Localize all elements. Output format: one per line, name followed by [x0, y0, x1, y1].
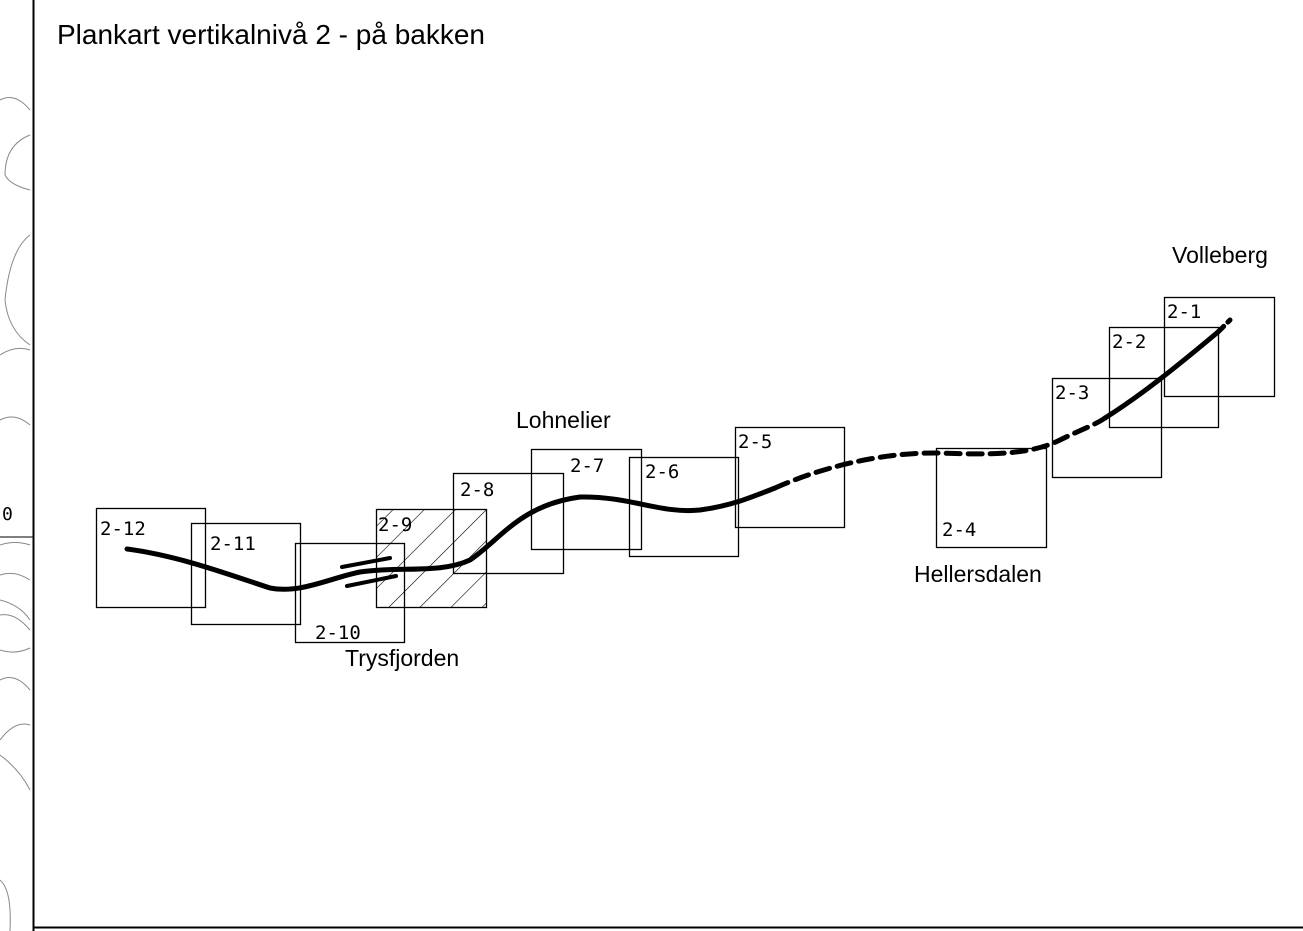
place-label: Volleberg — [1172, 242, 1268, 268]
sheet-label: 2-10 — [315, 622, 361, 644]
sheet-label: 2-9 — [378, 514, 412, 536]
sheet-label: 2-2 — [1112, 331, 1146, 353]
bridge-line — [345, 574, 398, 588]
route-dashed — [772, 415, 1108, 491]
sheet-label: 2-7 — [570, 455, 604, 477]
place-label: Trysfjorden — [345, 645, 459, 671]
sheet-frame — [1051, 377, 1163, 479]
sheet-frame — [530, 448, 643, 551]
sheet-label: 2-1 — [1167, 301, 1201, 323]
sheet-frame — [190, 522, 302, 626]
sheets: 2-1 2-2 2-3 2-4 2-5 2-6 2-7 2-8 2-9 2-10 2-11 2-12 — [95, 296, 1276, 644]
bridge-line — [340, 556, 392, 569]
place-label: Hellersdalen — [914, 561, 1042, 587]
places: Volleberg Lohnelier Hellersdalen Trysfjorde… — [345, 242, 1268, 671]
edge-label: 0 — [2, 504, 13, 525]
sheet-label: 2-4 — [942, 519, 976, 541]
sheet-frame — [628, 456, 740, 558]
route-solid — [124, 485, 778, 592]
sheet-label: 2-12 — [100, 518, 146, 540]
sheet-label: 2-6 — [645, 461, 679, 483]
sheet-frame — [1163, 296, 1276, 398]
title: Plankart vertikalnivå 2 - på bakken — [57, 19, 485, 50]
sheet-label: 2-8 — [460, 479, 494, 501]
route-solid-east — [1102, 329, 1221, 421]
sheet-frame — [734, 426, 846, 529]
route — [124, 317, 1233, 592]
place-label: Lohnelier — [516, 407, 611, 433]
sheet-frame — [95, 507, 207, 609]
route-dashed-east — [1215, 317, 1233, 335]
sheet-label: 2-3 — [1055, 382, 1089, 404]
sheet-frame — [935, 447, 1048, 549]
sheet-frame — [294, 542, 406, 644]
contour-lines — [0, 97, 31, 931]
sheet-frame — [1108, 326, 1220, 429]
sheet-label: 2-5 — [738, 431, 772, 453]
sheet-label: 2-11 — [210, 533, 256, 555]
